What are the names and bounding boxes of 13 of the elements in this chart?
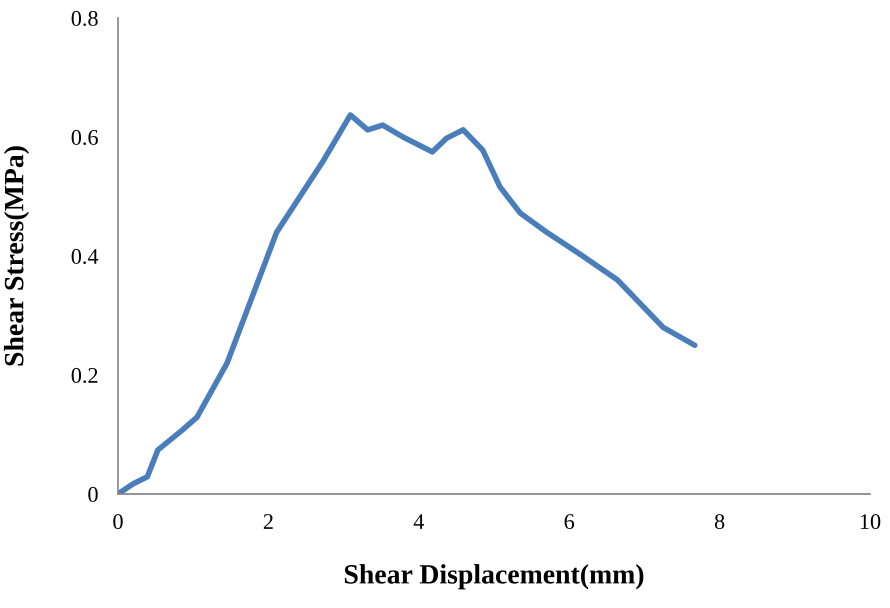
y-tick-label: 0 (88, 486, 98, 502)
x-tick-label: 6 (564, 514, 574, 530)
x-tick-label: 0 (113, 514, 123, 530)
y-axis-title: Shear Stress(MPa) (4, 146, 30, 366)
x-tick-label: 10 (860, 514, 880, 530)
y-tick-label: 0.4 (72, 248, 98, 264)
x-tick-label: 4 (414, 514, 424, 529)
x-tick-label: 2 (264, 514, 273, 529)
y-tick-label: 0.6 (72, 130, 98, 146)
y-tick-label: 0.2 (72, 368, 98, 384)
x-tick-label: 8 (714, 514, 724, 530)
y-tick-label: 0.8 (72, 10, 98, 26)
x-axis-title: Shear Displacement(mm) (344, 564, 644, 590)
